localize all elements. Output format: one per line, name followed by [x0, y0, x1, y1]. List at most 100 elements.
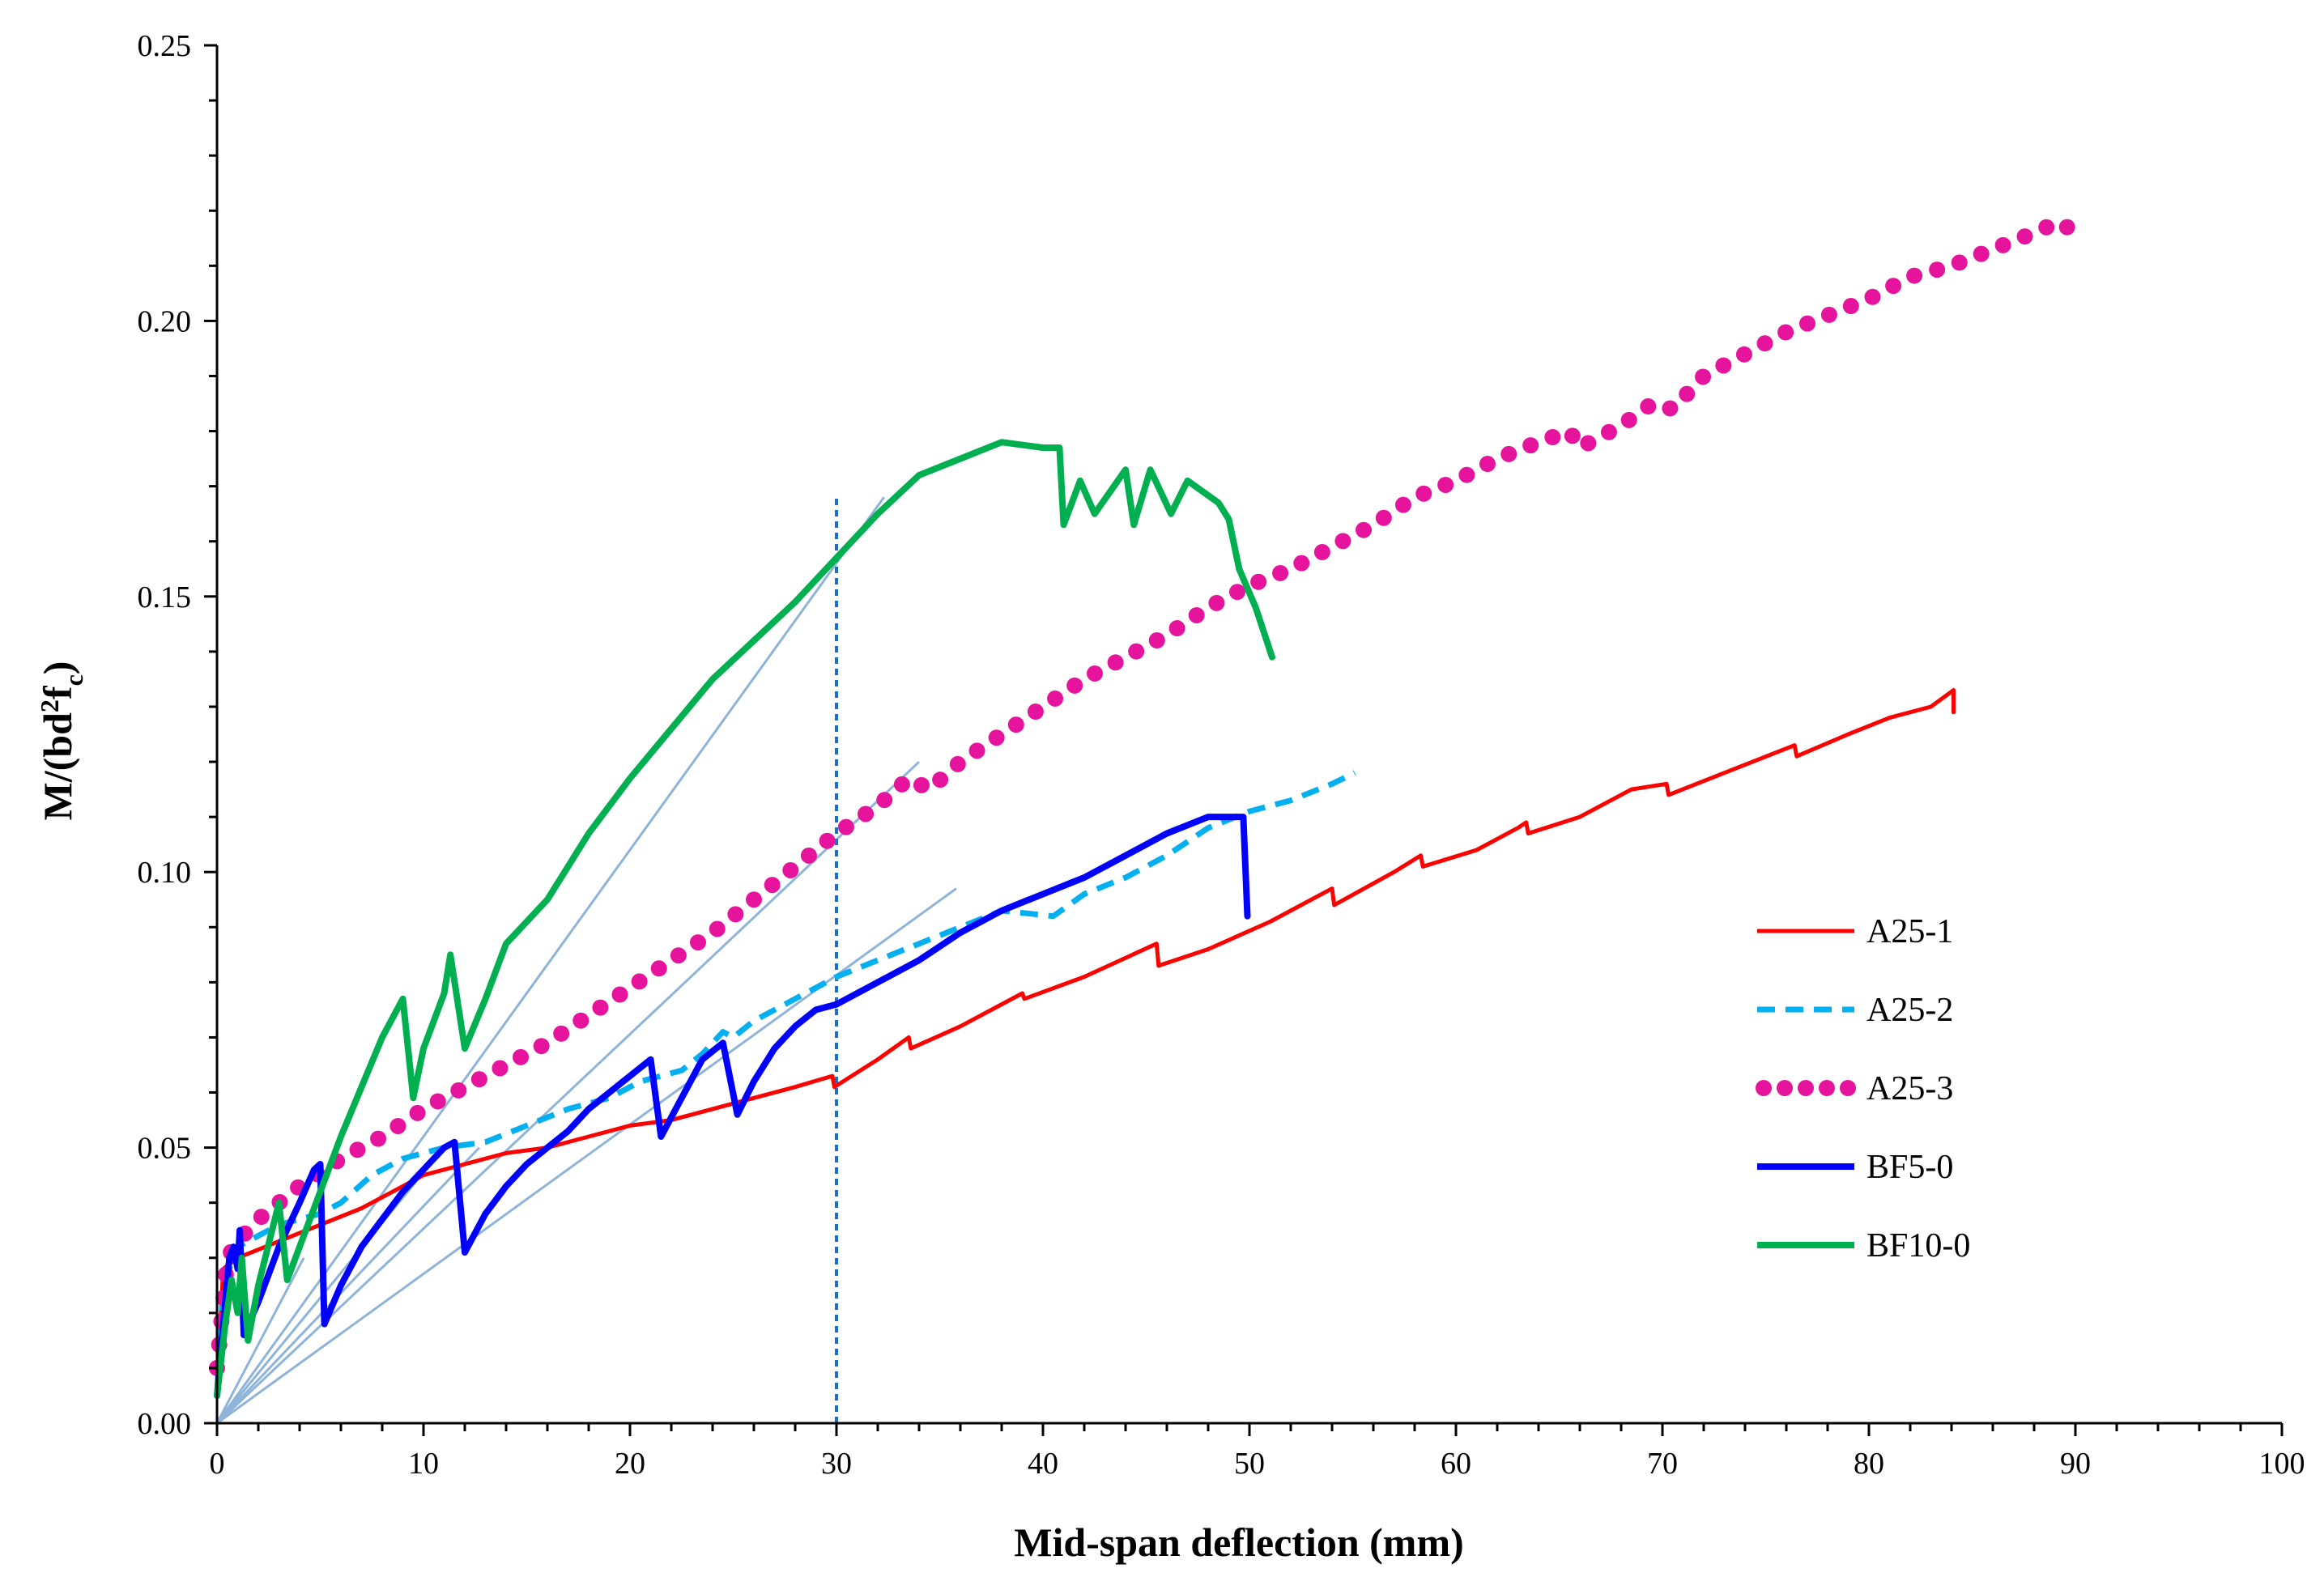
series-a25-3-marker	[893, 776, 910, 793]
series-a25-3-marker	[1500, 445, 1517, 462]
tangent-guide-line	[216, 887, 957, 1425]
series-a25-3-marker	[800, 847, 817, 864]
x-tick-label: 90	[2060, 1447, 2091, 1481]
series-a25-3-marker	[389, 1118, 406, 1135]
tick-marks	[204, 44, 2284, 1436]
series-a25-3-marker	[1107, 654, 1124, 671]
series-a25-3-marker	[949, 755, 966, 772]
series-a25-3-marker	[1620, 411, 1637, 428]
x-tick-label: 70	[1647, 1447, 1678, 1481]
series-a25-3-marker	[1777, 324, 1794, 341]
series-a25-3-marker	[1415, 485, 1432, 502]
series-a25-3-marker	[1756, 335, 1773, 352]
series-a25-3-marker	[1047, 690, 1064, 707]
series-a25-3-marker	[1544, 429, 1561, 445]
series-a25-3-marker	[746, 891, 763, 908]
y-axis-title: M/(bd2fc)	[35, 661, 88, 821]
x-tick-label: 0	[210, 1447, 225, 1481]
series-a25-3-marker	[1458, 466, 1475, 483]
series-a25-3-marker	[876, 792, 893, 809]
axes: 0 10 20 30 40 50 60 70 80 90 100 0.00 0.05 0.10 0.15 0.…	[138, 29, 2305, 1481]
series-a25-3-marker	[1066, 677, 1083, 694]
series-a25-3-marker	[1148, 631, 1165, 648]
series-a25-3-marker	[349, 1141, 366, 1158]
series-a25-3-marker	[1437, 476, 1454, 493]
series-a25-3-marker	[1973, 245, 1990, 262]
legend-label-a25-3: A25-3	[1866, 1070, 1953, 1107]
series-a25-3-marker	[513, 1048, 530, 1065]
legend-swatch-a25-3	[1756, 1080, 1772, 1096]
series-a25-3-marker	[450, 1082, 467, 1099]
series-a25-3-marker	[1662, 400, 1679, 417]
x-tick-label: 80	[1854, 1447, 1884, 1481]
series-a25-3-marker	[709, 920, 726, 937]
legend: A25-1 A25-2 A25-3 BF5-0 BF10-0	[1756, 913, 1970, 1265]
series-a25-3-marker	[837, 818, 854, 835]
series-a25-3-marker	[1250, 573, 1267, 590]
series-a25-3-marker	[1272, 564, 1289, 581]
series-a25-3-marker	[1994, 236, 2011, 253]
series-a25-3-marker	[409, 1104, 426, 1121]
y-tick-label: 0.20	[138, 304, 192, 338]
series-a25-3-marker	[727, 906, 744, 923]
legend-swatch-a25-3	[1798, 1080, 1814, 1096]
series-a25-3-marker	[1228, 584, 1245, 601]
series-a25-3-marker	[1394, 496, 1411, 513]
tangent-guide-line	[215, 1146, 445, 1424]
series-a25-3-marker	[1580, 435, 1597, 452]
series-a25-3-marker	[968, 742, 985, 759]
series-a25-3-marker	[858, 806, 875, 823]
series-a25-3-marker	[1479, 456, 1496, 473]
y-tick-label: 0.05	[138, 1132, 192, 1166]
tick-labels: 0 10 20 30 40 50 60 70 80 90 100 0.00 0.05 0.10 0.15 0.…	[138, 29, 2305, 1481]
x-tick-label: 60	[1441, 1447, 1471, 1481]
series-a25-3-marker	[689, 934, 706, 951]
y-tick-label: 0.25	[138, 29, 192, 63]
series-a25-3-marker	[492, 1060, 509, 1077]
series-a25-3-marker	[533, 1038, 550, 1055]
series-a25-3-marker	[1600, 423, 1617, 440]
y-tick-label: 0.10	[138, 856, 192, 890]
series-a25-3-marker	[1864, 288, 1881, 305]
legend-swatch-a25-3	[1840, 1080, 1856, 1096]
series-a25-3-marker	[1128, 643, 1145, 660]
series-a25-3-marker	[2016, 228, 2033, 245]
series-a25-3-marker	[592, 999, 609, 1016]
x-tick-label: 30	[821, 1447, 852, 1481]
y-axis-title-end: )	[35, 661, 80, 675]
series-a25-3-marker	[553, 1025, 570, 1042]
series-a25-2-line	[214, 770, 1356, 1396]
series-a25-3-marker	[1906, 267, 1923, 284]
tangent-guide-line	[215, 1257, 305, 1424]
series-a25-3-marker	[932, 771, 949, 788]
series-a25-3-marker	[1375, 509, 1392, 526]
x-tick-label: 20	[615, 1447, 645, 1481]
series-a25-3-marker	[2038, 219, 2055, 236]
guide-lines	[215, 496, 957, 1425]
x-axis-title: Mid-span deflection (mm)	[1014, 1520, 1464, 1565]
tangent-guide-line	[215, 1146, 480, 1425]
series-a25-3-marker	[1007, 716, 1024, 733]
y-axis-title-mid: f	[35, 685, 80, 699]
series-a25-3-marker	[782, 861, 799, 878]
x-tick-label: 10	[408, 1447, 439, 1481]
series-a25-3-marker	[1188, 606, 1205, 623]
tangent-guide-line	[215, 760, 921, 1425]
legend-swatch-a25-3	[1777, 1080, 1793, 1096]
series-a25-3-marker	[1334, 533, 1351, 550]
series-a25-3-marker	[2058, 219, 2075, 236]
series-a25-3-marker	[1885, 278, 1902, 295]
series-a25-3-marker	[470, 1071, 487, 1088]
y-axis-title-sup: 2	[35, 699, 64, 712]
series-a25-3-marker	[1715, 357, 1732, 374]
series-a25-3-marker	[572, 1012, 590, 1029]
series-a25-3-marker	[611, 986, 628, 1003]
series-a25-3-marker	[1735, 346, 1752, 363]
legend-label-a25-2: A25-2	[1866, 992, 1953, 1029]
tangent-guide-line	[215, 496, 885, 1424]
series-a25-3-marker	[764, 877, 781, 894]
series-bf10-0-line	[214, 439, 1275, 1399]
legend-label-bf5-0: BF5-0	[1866, 1149, 1953, 1186]
